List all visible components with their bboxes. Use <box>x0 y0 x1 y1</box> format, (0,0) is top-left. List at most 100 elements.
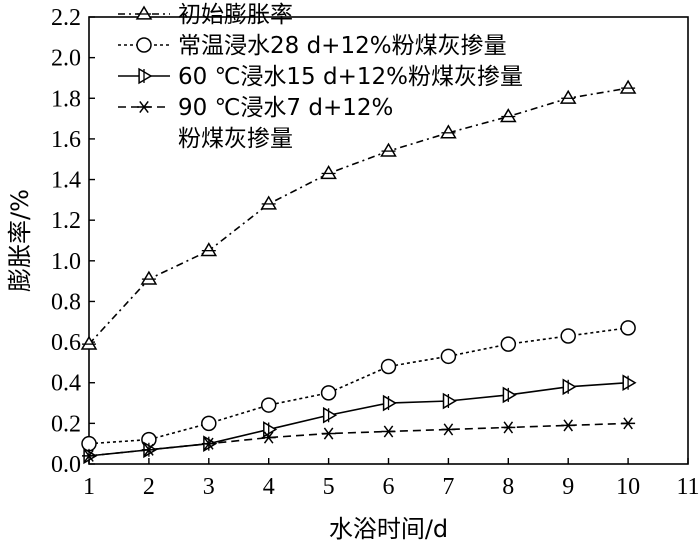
asterisk-marker <box>261 431 276 444</box>
x-tick-label: 10 <box>616 474 640 500</box>
y-tick-label: 1.0 <box>51 249 81 275</box>
axes <box>88 16 689 465</box>
x-tick-label: 11 <box>676 474 699 500</box>
triangle-right-marker <box>622 374 637 392</box>
y-tick-label: 1.4 <box>51 168 81 194</box>
circle-marker <box>201 415 217 432</box>
triangle-right-shape <box>562 378 577 396</box>
triangle-marker <box>380 142 397 157</box>
asterisk-marker <box>137 100 151 114</box>
series-3 <box>83 374 637 465</box>
triangle-marker <box>619 79 637 94</box>
y-tick-label: 0.0 <box>51 452 81 478</box>
asterisk-marker <box>141 443 156 456</box>
x-tick-label: 3 <box>203 474 215 500</box>
legend-label: 常温浸水28 d+12%粉煤灰掺量 <box>178 33 507 59</box>
triangle-shape <box>140 270 158 285</box>
legend-item-2: 常温浸水28 d+12%粉煤灰掺量 <box>118 33 507 59</box>
tick-labels: 1 2 3 4 5 6 7 8 9 10 11 0.0 0.2 0.4 0.6 0.8 1.0 1.2 1.4 1.6… <box>51 5 700 500</box>
triangle-marker <box>135 5 153 20</box>
circle-marker <box>440 348 457 365</box>
triangle-shape <box>135 5 153 20</box>
triangle-marker <box>80 335 98 350</box>
series-line <box>88 381 629 457</box>
triangle-right-shape <box>138 67 153 85</box>
asterisk-marker <box>82 449 96 462</box>
triangle-shape <box>499 108 517 123</box>
legend-label: 60 ℃浸水15 d+12%粉煤灰掺量 <box>178 64 523 90</box>
triangle-shape <box>200 242 218 257</box>
x-tick-label: 7 <box>442 474 454 500</box>
y-tick-label: 0.4 <box>51 371 81 397</box>
asterisk-stroke <box>144 443 154 456</box>
x-axis-title: 水浴时间/d <box>329 515 448 543</box>
asterisk-stroke <box>503 421 514 434</box>
y-tick-label: 2.0 <box>51 46 81 72</box>
triangle-shape <box>559 89 577 104</box>
triangle-shape <box>440 124 457 139</box>
triangle-right-marker <box>502 386 517 404</box>
x-tick-label: 5 <box>323 474 335 500</box>
y-tick-label: 1.6 <box>51 127 81 153</box>
asterisk-marker <box>201 437 216 450</box>
circle-marker <box>320 385 337 401</box>
y-tick-label: 1.8 <box>51 86 81 112</box>
asterisk-stroke <box>383 425 394 438</box>
legend-label: 初始膨胀率 <box>178 2 293 28</box>
series-layer <box>80 79 637 465</box>
circle-marker <box>620 320 636 336</box>
triangle-shape <box>380 142 397 157</box>
circle-marker <box>380 358 397 375</box>
asterisk-marker <box>321 427 336 440</box>
triangle-shape <box>80 335 98 350</box>
triangle-right-marker <box>442 392 457 410</box>
triangle-marker <box>320 164 337 180</box>
triangle-right-shape <box>382 394 397 412</box>
asterisk-stroke <box>139 100 149 114</box>
asterisk-marker <box>621 417 636 430</box>
triangle-right-shape <box>622 374 637 392</box>
circle-marker <box>500 336 517 352</box>
triangle-marker <box>440 124 457 139</box>
asterisk-stroke <box>323 427 334 440</box>
asterisk-stroke <box>623 417 633 430</box>
triangle-right-marker <box>562 378 577 396</box>
x-tick-label: 9 <box>562 474 574 500</box>
triangle-marker <box>559 89 577 104</box>
asterisk-marker <box>501 421 516 434</box>
asterisk-marker <box>381 425 396 438</box>
x-tick-label: 4 <box>263 474 275 500</box>
asterisk-stroke <box>204 437 214 450</box>
legend-item-1: 初始膨胀率 <box>118 2 293 28</box>
asterisk-stroke <box>443 423 454 436</box>
triangle-right-marker <box>382 394 397 412</box>
y-tick-label: 1.2 <box>51 208 81 234</box>
x-tick-label: 6 <box>383 474 395 500</box>
legend-label: 90 ℃浸水7 d+12% <box>178 95 393 121</box>
triangle-marker <box>200 242 218 257</box>
y-tick-label: 2.2 <box>51 5 81 31</box>
y-tick-label: 0.6 <box>51 330 81 356</box>
asterisk-marker <box>561 419 576 432</box>
circle-marker <box>136 37 152 53</box>
y-tick-label: 0.2 <box>51 411 81 437</box>
triangle-right-marker <box>322 406 338 424</box>
triangle-right-shape <box>322 406 338 424</box>
x-tick-label: 2 <box>143 474 155 500</box>
triangle-marker <box>260 195 278 210</box>
asterisk-stroke <box>84 449 94 462</box>
y-tick-label: 0.8 <box>51 289 81 315</box>
triangle-right-shape <box>442 392 457 410</box>
triangle-marker <box>499 108 517 123</box>
asterisk-stroke <box>563 419 574 432</box>
x-tick-label: 1 <box>83 474 95 500</box>
asterisk-stroke <box>263 431 274 444</box>
asterisk-marker <box>441 423 456 436</box>
triangle-right-shape <box>263 421 278 438</box>
series-line <box>88 87 629 345</box>
series-line <box>88 327 629 445</box>
triangle-marker <box>140 270 158 285</box>
